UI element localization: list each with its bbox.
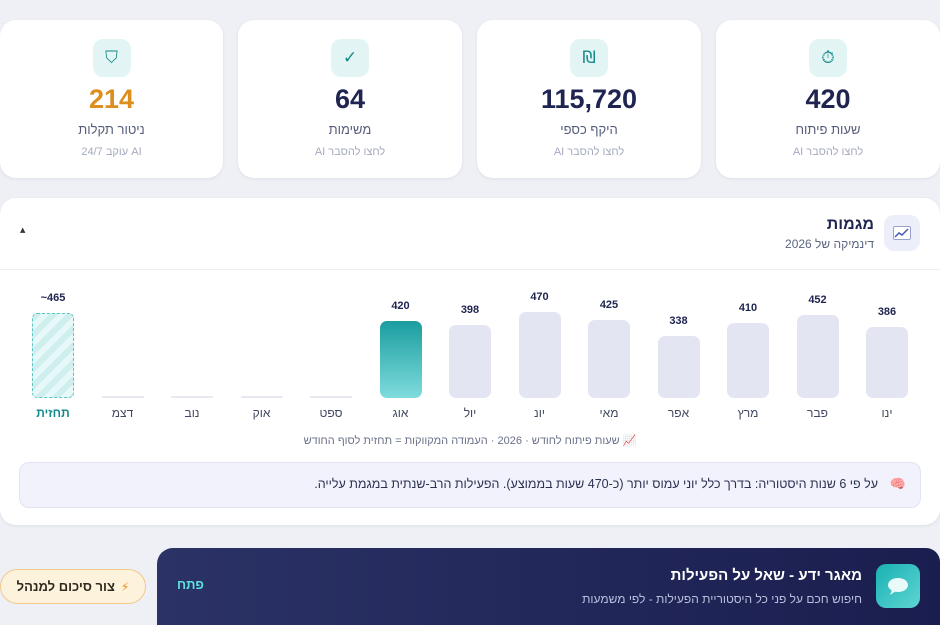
monthly-hours-chart: 386 ינו 452 פבר 410 מרץ 338 אפר 425 מאי 470 יונ 398 י… xyxy=(0,270,940,430)
stat-label: ניטור תקלות xyxy=(78,122,145,137)
month-bar xyxy=(796,315,839,398)
create-manager-summary-button[interactable]: ⚡ צור סיכום למנהל xyxy=(0,569,146,604)
month-label: ספט xyxy=(319,406,343,420)
checkmark-icon: ✓ xyxy=(331,39,369,77)
month-label: מאי xyxy=(599,406,619,420)
stat-card-dev-hours[interactable]: ⏱ 420 שעות פיתוח לחצו להסבר AI xyxy=(716,20,940,178)
month-label: ינו xyxy=(881,406,893,420)
stat-label: שעות פיתוח xyxy=(795,122,861,137)
forecast-bar xyxy=(32,313,74,398)
bar-value-label: 398 xyxy=(460,304,480,316)
chart-legend: 📈 שעות פיתוח לחודש · 2026 · העמודה המקוו… xyxy=(303,435,637,447)
month-label: יול xyxy=(463,406,477,420)
knowledge-base-banner[interactable]: מאגר ידע - שאל על הפעילות חיפוש חכם על פ… xyxy=(157,548,940,625)
empty-month-bar xyxy=(310,396,352,398)
month-bar xyxy=(449,325,491,398)
month-label: יונ xyxy=(534,406,545,420)
month-label: פבר xyxy=(807,406,828,420)
bar-value-label: 425 xyxy=(599,299,619,311)
empty-month-bar xyxy=(171,396,213,398)
trends-title: מגמות xyxy=(826,216,874,233)
month-bar xyxy=(518,312,561,398)
stat-hint: לחצו להסבר AI xyxy=(792,146,864,158)
chat-bubble-icon xyxy=(876,564,920,608)
month-label: אוג xyxy=(392,406,409,420)
stat-value: 115,720 xyxy=(540,84,638,114)
month-label: אוק xyxy=(252,406,271,420)
shekel-icon: ₪ xyxy=(570,39,608,77)
month-label: נוב xyxy=(184,406,200,420)
empty-month-bar xyxy=(240,396,283,398)
stat-value: 214 xyxy=(88,84,135,114)
stat-value: 420 xyxy=(805,84,851,114)
lightning-icon: ⚡ xyxy=(120,579,130,594)
stat-card-fault-monitoring[interactable]: ⛉ 214 ניטור תקלות AI עוקב 24/7 xyxy=(0,20,223,178)
stat-hint: לחצו להסבר AI xyxy=(553,146,625,158)
stat-value: 64 xyxy=(334,84,366,114)
knowledge-base-subtitle: חיפוש חכם על פני כל היסטוריית הפעילות - … xyxy=(582,592,862,606)
stats-row: ⏱ 420 שעות פיתוח לחצו להסבר AI ₪ 115,720… xyxy=(0,20,940,178)
month-label: אפר xyxy=(667,406,690,420)
open-button[interactable]: פתח xyxy=(177,577,204,592)
bar-value-label: 470 xyxy=(530,291,549,303)
month-label: דצמ xyxy=(111,406,134,420)
chart-trend-icon xyxy=(884,215,920,251)
collapse-toggle-icon[interactable]: ▲ xyxy=(20,226,26,234)
stat-label: היקף כספי xyxy=(560,122,618,137)
stopwatch-icon: ⏱ xyxy=(809,39,847,77)
insight-text: על פי 6 שנות היסטוריה: בדרך כלל יוני עמו… xyxy=(314,477,878,491)
month-bar xyxy=(657,336,700,398)
bar-value-label: 386 xyxy=(877,306,897,318)
bar-value-label: 410 xyxy=(738,302,758,314)
trends-subtitle: דינמיקה של 2026 xyxy=(785,237,874,251)
month-bar xyxy=(379,321,422,398)
stat-hint: AI עוקב 24/7 xyxy=(81,146,142,158)
month-bar xyxy=(866,327,908,398)
bar-value-label: 452 xyxy=(808,294,827,306)
knowledge-base-title: מאגר ידע - שאל על הפעילות xyxy=(670,567,862,584)
month-bar xyxy=(727,323,769,398)
ai-insight-box: 🧠 על פי 6 שנות היסטוריה: בדרך כלל יוני ע… xyxy=(19,462,921,508)
brain-icon: 🧠 xyxy=(889,477,906,492)
stat-card-financial-scope[interactable]: ₪ 115,720 היקף כספי לחצו להסבר AI xyxy=(477,20,701,178)
month-label: תחזית xyxy=(36,406,70,420)
summary-button-label: צור סיכום למנהל xyxy=(16,579,115,594)
shield-icon: ⛉ xyxy=(92,39,131,77)
bar-value-label: 465~ xyxy=(40,292,66,304)
empty-month-bar xyxy=(101,396,144,398)
bar-value-label: 420 xyxy=(391,300,410,312)
stat-hint: לחצו להסבר AI xyxy=(314,146,386,158)
stat-card-tasks[interactable]: ✓ 64 משימות לחצו להסבר AI xyxy=(238,20,462,178)
month-bar xyxy=(588,320,630,398)
bar-value-label: 338 xyxy=(669,315,688,327)
stat-label: משימות xyxy=(328,122,372,137)
month-label: מרץ xyxy=(737,406,759,420)
trends-header: מגמות דינמיקה של 2026 ▲ xyxy=(0,198,940,270)
trends-panel: מגמות דינמיקה של 2026 ▲ 386 ינו 452 פבר 410 מ… xyxy=(0,198,940,525)
